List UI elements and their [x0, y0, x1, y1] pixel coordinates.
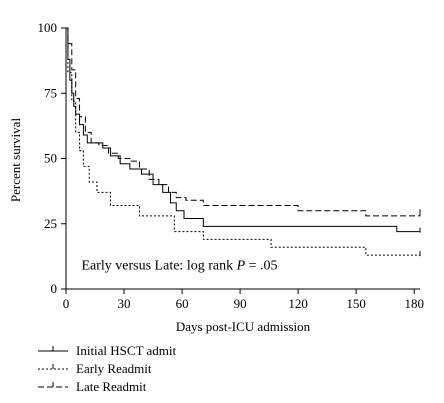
x-tick-label: 0 [63, 296, 70, 311]
series-line-2 [66, 27, 420, 256]
legend-swatch-solid [38, 346, 68, 352]
legend-item-late-readmit: Late Readmit [38, 378, 176, 396]
x-tick-label: 150 [346, 296, 366, 311]
series-line-1 [66, 27, 420, 233]
survival-chart: 0 25 50 75 100 0 30 60 90 120 150 180 Percent survi… [8, 20, 424, 334]
legend-label: Initial HSCT admit [76, 343, 177, 358]
legend-swatch-long-dash [38, 382, 68, 388]
annotation-prefix: Early versus Late: log rank [81, 258, 236, 273]
legend-label: Late Readmit [76, 379, 147, 394]
x-tick-label: 90 [234, 296, 247, 311]
x-tick-label: 120 [288, 296, 308, 311]
y-tick-label: 0 [51, 281, 58, 296]
legend-swatch-short-dash [38, 364, 68, 370]
series-layer [66, 27, 421, 257]
y-tick-label: 100 [38, 20, 58, 35]
x-tick-label: 30 [118, 296, 131, 311]
x-tick-label: 60 [176, 296, 189, 311]
legend-item-early-readmit: Early Readmit [38, 360, 176, 378]
y-axis-label: Percent survival [8, 118, 23, 203]
logrank-annotation: Early versus Late: log rank P = .05 [81, 258, 277, 273]
chart-axes: 0 25 50 75 100 0 30 60 90 120 150 180 [38, 20, 424, 311]
y-tick-label: 25 [44, 216, 57, 231]
legend-label: Early Readmit [76, 361, 152, 376]
series-line-3 [66, 27, 421, 217]
x-axis-label: Days post-ICU admission [176, 319, 311, 334]
annotation-suffix: = .05 [245, 258, 277, 273]
annotation-p-variable: P [236, 258, 246, 273]
x-tick-label: 180 [404, 296, 424, 311]
legend-item-initial-hsct: Initial HSCT admit [38, 342, 176, 360]
y-tick-label: 75 [44, 85, 57, 100]
y-tick-label: 50 [44, 151, 57, 166]
chart-legend: Initial HSCT admit Early Readmit Late Re… [38, 342, 176, 396]
